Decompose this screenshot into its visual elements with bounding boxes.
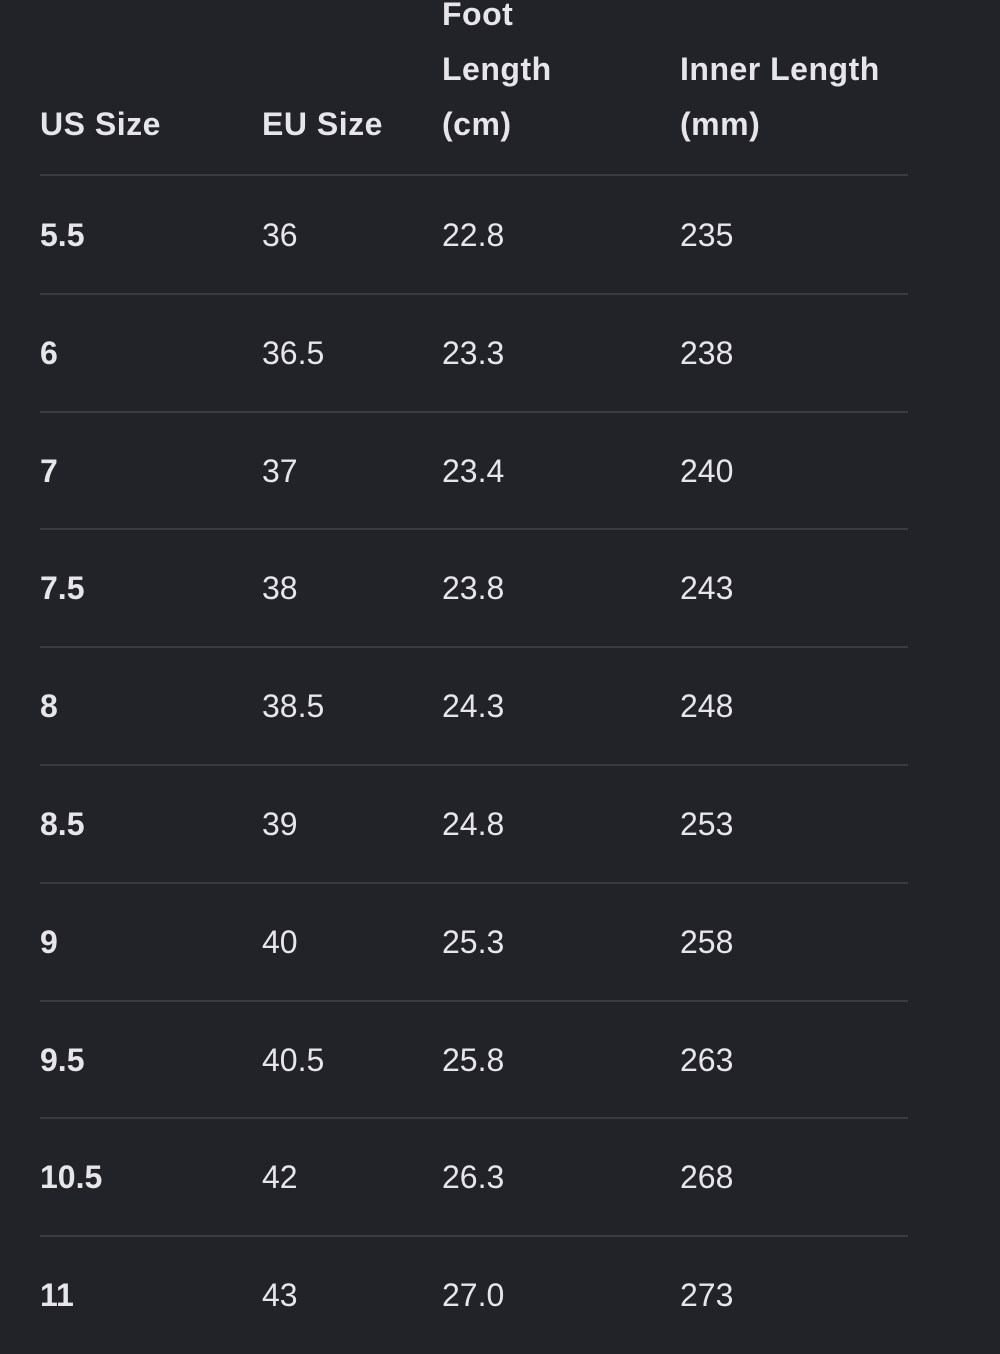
table-row: 8.5 39 24.8 253 (0, 765, 1000, 883)
divider (40, 764, 908, 766)
table-cell: 22.8 (442, 217, 505, 253)
table-cell: 238 (680, 334, 734, 371)
table-row: 7 37 23.4 240 (0, 412, 1000, 530)
table-cell: 25.8 (442, 1041, 505, 1078)
divider (40, 1235, 908, 1238)
table-cell: 11 (40, 1277, 74, 1314)
table-cell: 9 (40, 923, 58, 960)
divider (40, 881, 908, 884)
table-cell: 27.0 (442, 1277, 505, 1314)
table-cell: 6 (40, 334, 58, 371)
table-cell: 8 (40, 688, 58, 725)
table-row: 11 43 27.0 273 (0, 1236, 1000, 1354)
divider (40, 174, 908, 176)
table-cell: 273 (680, 1277, 734, 1314)
table-cell: 39 (262, 806, 298, 842)
table-row: 8 38.5 24.3 248 (0, 647, 1000, 765)
table-row: 5.5 36 22.8 235 (0, 176, 1000, 294)
table-cell: 7 (40, 452, 58, 489)
divider (40, 410, 908, 413)
table-cell: 10.5 (40, 1159, 103, 1196)
divider (40, 999, 908, 1002)
table-cell: 235 (680, 217, 734, 253)
table-cell: 23.4 (442, 452, 505, 489)
header-cell: Inner Length (mm) (680, 51, 880, 142)
divider (40, 292, 908, 295)
table-cell: 5.5 (40, 217, 85, 253)
header-cell: Foot Length (cm) (442, 0, 552, 142)
divider (40, 646, 908, 649)
table-cell: 24.3 (442, 688, 505, 725)
table-cell: 36.5 (262, 334, 325, 371)
table-cell: 243 (680, 570, 734, 607)
table-cell: 43 (262, 1277, 298, 1314)
table-cell: 24.8 (442, 806, 505, 842)
table-cell: 258 (680, 923, 734, 960)
table-header: US Size EU Size Foot Length (cm) Inner L… (0, 0, 1000, 152)
divider (40, 528, 908, 531)
divider (40, 1117, 908, 1120)
table-row: 6 36.5 23.3 238 (0, 294, 1000, 412)
table-cell: 9.5 (40, 1041, 85, 1078)
table-cell: 42 (262, 1159, 298, 1196)
table-cell: 240 (680, 452, 734, 489)
table-cell: 8.5 (40, 806, 85, 842)
table-cell: 248 (680, 688, 734, 725)
table-cell: 253 (680, 806, 734, 842)
table-cell: 36 (262, 217, 298, 253)
table-cell: 38 (262, 570, 298, 607)
table-cell: 263 (680, 1041, 734, 1078)
table-cell: 7.5 (40, 570, 85, 607)
header-cell: US Size (40, 106, 161, 142)
table-cell: 38.5 (262, 688, 325, 725)
table-row: 9 40 25.3 258 (0, 883, 1000, 1001)
table-row: 9.5 40.5 25.8 263 (0, 1001, 1000, 1119)
table-cell: 37 (262, 452, 298, 489)
table-cell: 23.3 (442, 334, 505, 371)
table-cell: 26.3 (442, 1159, 505, 1196)
table-row: 10.5 42 26.3 268 (0, 1118, 1000, 1236)
header-cell: EU Size (262, 106, 383, 142)
table-cell: 40 (262, 923, 298, 960)
table-cell: 25.3 (442, 923, 505, 960)
table-cell: 23.8 (442, 570, 505, 607)
table-row: 7.5 38 23.8 243 (0, 529, 1000, 647)
table-cell: 268 (680, 1159, 734, 1196)
table-cell: 40.5 (262, 1041, 325, 1078)
